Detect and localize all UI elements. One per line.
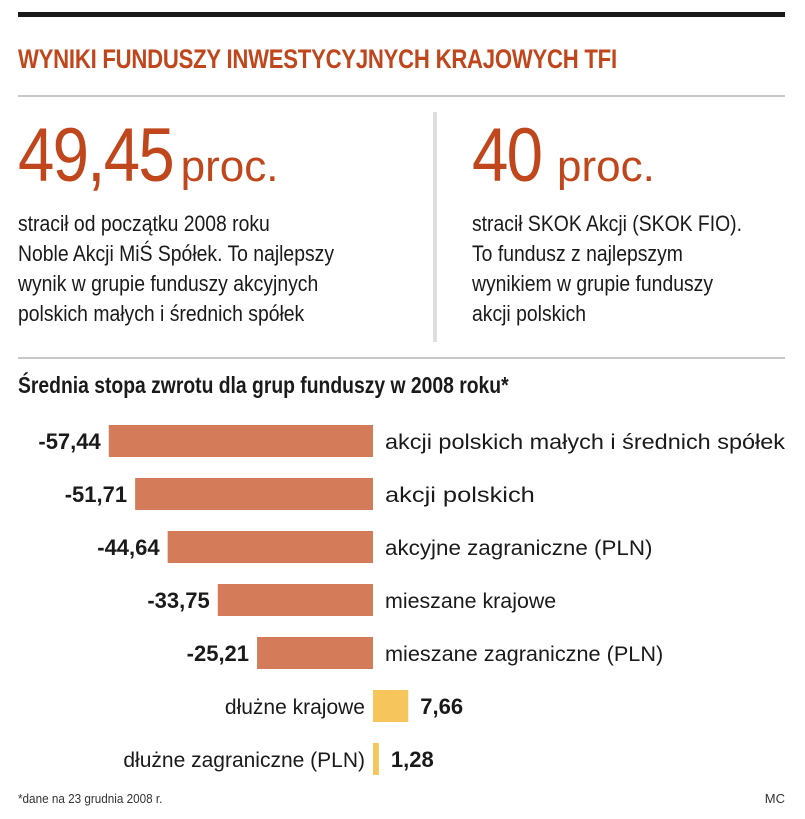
footnote: *dane na 23 grudnia 2008 r. (18, 791, 163, 806)
stat-left-value: 49,45 (18, 113, 175, 198)
stat-right-line: akcji polskich (472, 301, 587, 326)
bar-chart: -57,44 akcji polskich małych i średnich s… (38, 425, 786, 775)
stat-left-line: stracił od początku 2008 roku (18, 211, 270, 236)
stat-right-unit: proc. (557, 142, 655, 191)
bar (217, 584, 373, 616)
bar (373, 690, 409, 722)
page-title: WYNIKI FUNDUSZY INWESTYCYJNYCH KRAJOWYCH… (18, 44, 617, 74)
stat-left-line: polskich małych i średnich spółek (18, 301, 305, 326)
bar (108, 425, 373, 457)
bar (373, 743, 379, 775)
category-label: akcji polskich małych i średnich spółek (385, 431, 786, 454)
value-label: -57,44 (38, 429, 101, 454)
category-label: mieszane zagraniczne (PLN) (385, 643, 663, 666)
bar (135, 478, 373, 510)
value-label: -33,75 (147, 588, 209, 613)
category-label: dłużne krajowe (225, 696, 365, 719)
stat-left-unit: proc. (180, 142, 279, 191)
stat-right-line: wynikiem w grupie funduszy (472, 271, 714, 296)
category-label: mieszane krajowe (385, 590, 556, 613)
value-label: 7,66 (420, 694, 463, 719)
value-label: -25,21 (187, 641, 249, 666)
top-bar (18, 12, 785, 17)
stat-right-description: stracił SKOK Akcji (SKOK FIO). To fundus… (472, 209, 742, 329)
bar (257, 637, 373, 669)
category-label: dłużne zagraniczne (PLN) (123, 749, 365, 772)
stat-right-line: stracił SKOK Akcji (SKOK FIO). (472, 211, 743, 236)
bar (167, 531, 373, 563)
column-separator (433, 112, 437, 342)
stat-right-line: To fundusz z najlepszym (472, 241, 683, 266)
value-label: -51,71 (65, 482, 127, 507)
category-label: akcyjne zagraniczne (PLN) (385, 537, 653, 560)
stat-left-headline: 49,45 proc. (18, 118, 278, 194)
credit: MC (764, 791, 785, 806)
stat-left-description: stracił od początku 2008 roku Noble Akcj… (18, 209, 334, 329)
stat-right-value: 40 (472, 113, 543, 198)
chart-title: Średnia stopa zwrotu dla grup funduszy w… (18, 372, 509, 398)
category-label: akcji polskich (385, 484, 535, 507)
title-divider (18, 95, 785, 97)
value-label: -44,64 (97, 535, 160, 560)
stat-left-line: wynik w grupie funduszy akcyjnych (18, 271, 319, 296)
section-divider (18, 357, 785, 359)
stat-left-line: Noble Akcji MiŚ Spółek. To najlepszy (18, 241, 335, 266)
value-label: 1,28 (391, 747, 434, 772)
stat-right-headline: 40 proc. (472, 118, 655, 194)
